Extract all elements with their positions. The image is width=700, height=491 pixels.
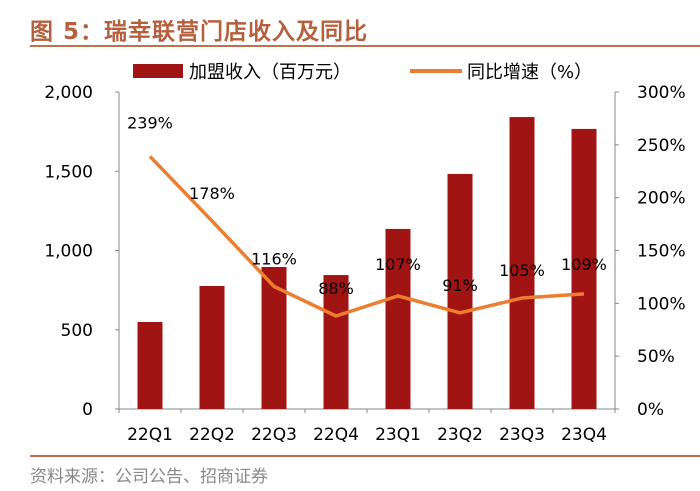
left-tick-label: 2,000 bbox=[44, 83, 93, 103]
x-tick-label: 22Q1 bbox=[127, 425, 173, 445]
title-divider bbox=[30, 45, 700, 47]
right-tick-label: 50% bbox=[637, 347, 675, 367]
data-label-22Q4: 88% bbox=[318, 279, 354, 298]
data-label-22Q3: 116% bbox=[251, 249, 297, 268]
data-label-22Q1: 239% bbox=[127, 113, 173, 132]
bar-22Q4 bbox=[323, 275, 349, 409]
bar-23Q2 bbox=[447, 173, 473, 409]
x-tick-label: 22Q4 bbox=[313, 425, 359, 445]
legend-bar-swatch bbox=[133, 64, 183, 78]
bar-23Q3 bbox=[509, 117, 535, 409]
x-tick-label: 23Q4 bbox=[561, 425, 607, 445]
bar-22Q1 bbox=[137, 321, 163, 409]
data-label-23Q1: 107% bbox=[375, 255, 421, 274]
right-tick-label: 300% bbox=[637, 83, 686, 103]
x-tick-label: 22Q2 bbox=[189, 425, 235, 445]
data-label-23Q4: 109% bbox=[561, 255, 607, 274]
growth-line bbox=[148, 155, 585, 318]
right-tick-label: 0% bbox=[637, 400, 664, 420]
left-tick-label: 1,000 bbox=[44, 242, 93, 262]
legend-bar-label: 加盟收入（百万元） bbox=[189, 62, 351, 83]
x-tick-label: 23Q1 bbox=[375, 425, 421, 445]
x-tick-label: 23Q2 bbox=[437, 425, 483, 445]
data-label-23Q2: 91% bbox=[442, 276, 478, 295]
data-label-23Q3: 105% bbox=[499, 261, 545, 280]
data-label-22Q2: 178% bbox=[189, 184, 235, 203]
source-note: 资料来源：公司公告、招商证券 bbox=[30, 467, 268, 487]
x-tick-label: 23Q3 bbox=[499, 425, 545, 445]
bar-23Q4 bbox=[571, 128, 597, 410]
x-tick-label: 22Q3 bbox=[251, 425, 297, 445]
bar-23Q1 bbox=[385, 228, 411, 409]
bar-22Q2 bbox=[199, 286, 225, 409]
source-divider bbox=[30, 455, 700, 457]
legend-line-label: 同比增速（%） bbox=[467, 62, 592, 83]
right-tick-label: 200% bbox=[637, 189, 686, 209]
figure-title: 图 5：瑞幸联营门店收入及同比 bbox=[30, 19, 369, 45]
right-tick-label: 100% bbox=[637, 294, 686, 314]
left-tick-label: 0 bbox=[82, 400, 93, 420]
right-tick-label: 150% bbox=[637, 242, 686, 262]
left-tick-label: 1,500 bbox=[44, 162, 93, 182]
right-tick-label: 250% bbox=[637, 136, 686, 156]
left-tick-label: 500 bbox=[61, 321, 93, 341]
